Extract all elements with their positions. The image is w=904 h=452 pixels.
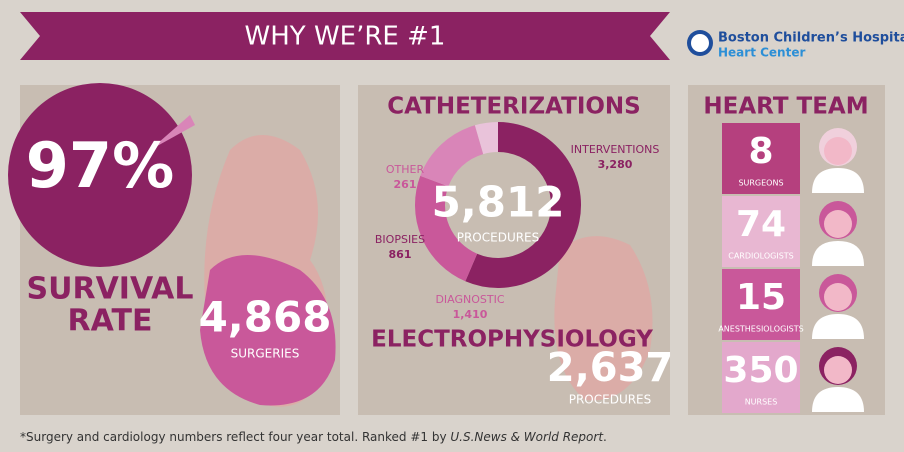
person-body [812, 168, 864, 193]
heart-illustration [554, 236, 653, 401]
cath-title: CATHETERIZATIONS [387, 94, 641, 120]
ep-label: PROCEDURES [569, 393, 652, 407]
survival-circle [8, 83, 192, 267]
logo-name: Boston Children’s Hospital [718, 31, 904, 46]
segment-name: BIOPSIES [375, 233, 425, 246]
logo-icon-inner [691, 34, 709, 52]
segment-value: 1,410 [453, 308, 488, 321]
cath-total: 5,812 [432, 178, 565, 227]
survival-value: 97% [26, 129, 174, 202]
donut-segment [420, 125, 484, 188]
donut-segment [415, 175, 478, 282]
team-box [722, 123, 800, 194]
person-head [824, 283, 852, 311]
logo-sub: Heart Center [718, 46, 805, 60]
segment-value: 861 [389, 248, 412, 261]
person-body [812, 314, 864, 339]
footnote-end: . [603, 430, 607, 444]
person-body [812, 387, 864, 412]
footnote-text: *Surgery and cardiology numbers reflect … [20, 430, 450, 444]
team-box [722, 196, 800, 267]
team-title: HEART TEAM [703, 94, 868, 120]
person-head [824, 210, 852, 238]
team-count: 350 [723, 350, 798, 391]
segment-name: OTHER [386, 163, 425, 176]
team-box [722, 342, 800, 413]
team-count: 15 [736, 277, 786, 318]
survival-label: SURVIVAL [27, 272, 194, 307]
donut-segment [474, 122, 499, 155]
surgeries-label: SURGERIES [231, 347, 300, 361]
team-role: CARDIOLOGISTS [728, 252, 794, 261]
person-head [824, 137, 852, 165]
person-body [812, 241, 864, 266]
banner-title: WHY WE’RE #1 [245, 22, 446, 52]
segment-name: DIAGNOSTIC [435, 293, 504, 306]
segment-name: INTERVENTIONS [571, 143, 660, 156]
surgeries-value: 4,868 [199, 293, 332, 342]
person-head [824, 356, 852, 384]
team-count: 8 [748, 131, 773, 172]
team-role: ANESTHESIOLOGISTS [718, 325, 803, 334]
footnote: *Surgery and cardiology numbers reflect … [20, 430, 607, 444]
segment-value: 261 [394, 178, 417, 191]
cath-total-label: PROCEDURES [457, 231, 540, 245]
team-count: 74 [736, 204, 786, 245]
ep-value: 2,637 [547, 345, 674, 391]
team-role: SURGEONS [738, 179, 783, 188]
ep-title: ELECTROPHYSIOLOGY [371, 327, 653, 353]
heart-front [200, 255, 336, 406]
team-role: NURSES [745, 398, 778, 407]
banner [20, 12, 670, 60]
donut-segment [465, 122, 581, 288]
decor [150, 115, 195, 150]
survival-label: RATE [68, 304, 153, 339]
team-box [722, 269, 800, 340]
footnote-source: U.S.News & World Report [450, 430, 604, 444]
segment-value: 3,280 [598, 158, 633, 171]
